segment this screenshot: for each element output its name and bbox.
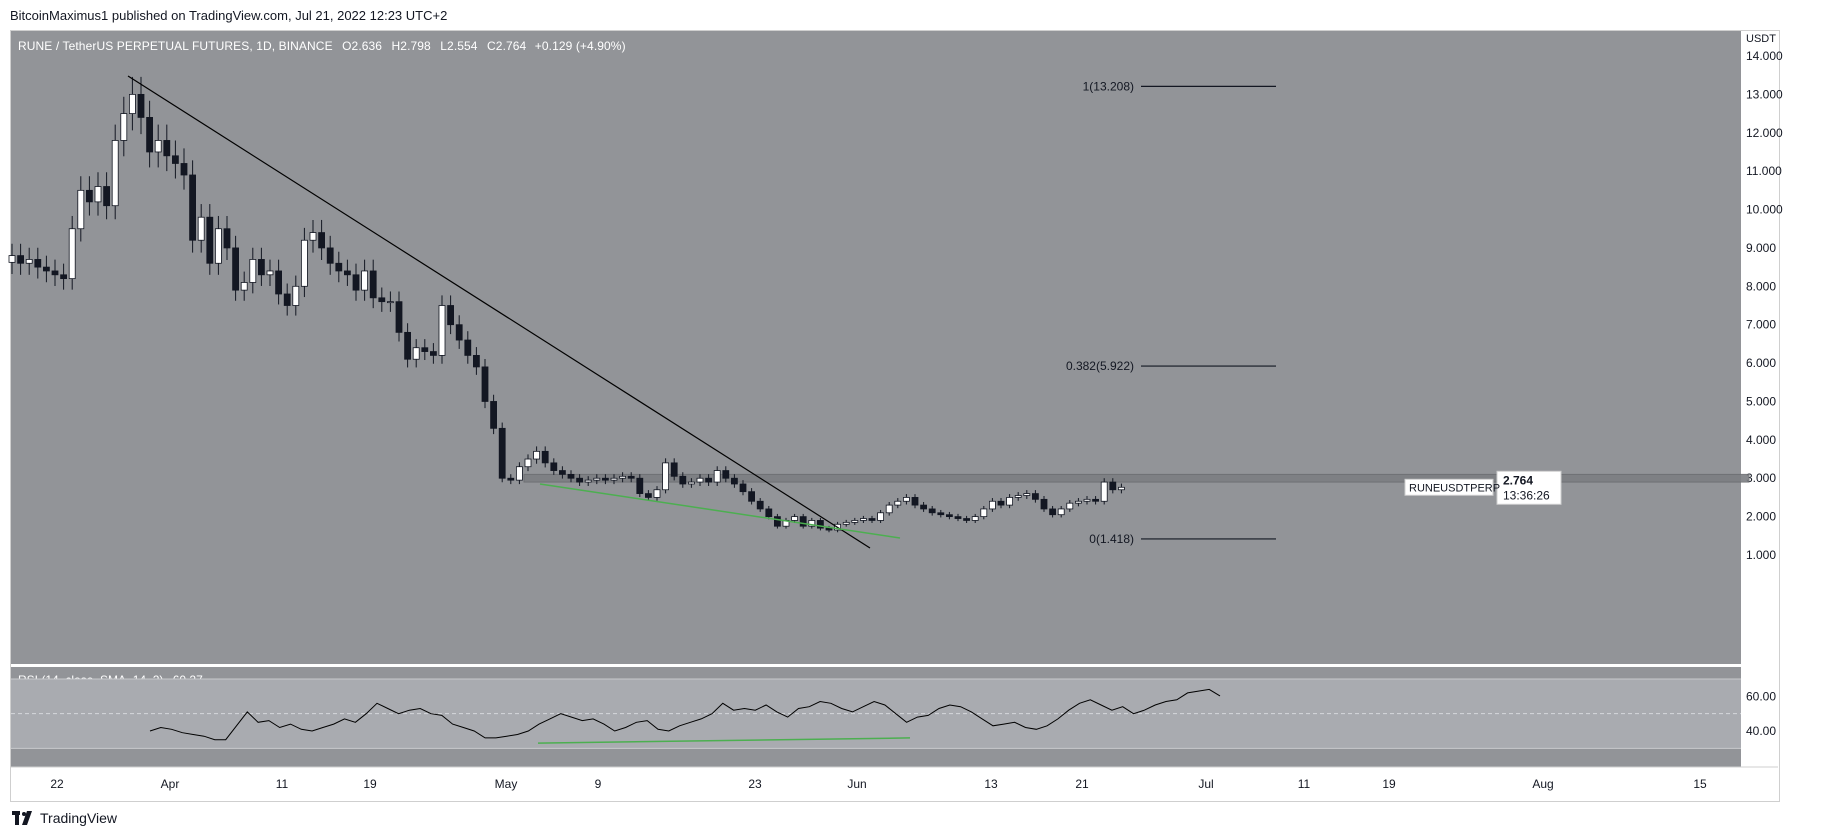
low-label: L (440, 39, 448, 53)
symbol-title[interactable]: RUNE / TetherUS PERPETUAL FUTURES, 1D, B… (18, 39, 333, 53)
tradingview-logo-icon (12, 811, 32, 825)
rsi-title[interactable]: RSI (14, close, SMA, 14, 2) 60.27 (18, 673, 203, 687)
chart-frame (10, 30, 1780, 802)
open-value: 2.636 (351, 39, 383, 53)
price-pane[interactable] (11, 31, 1741, 664)
change-value: +0.129 (+4.90%) (534, 39, 626, 53)
low-value: 2.554 (447, 39, 478, 53)
open-label: O (342, 39, 352, 53)
tradingview-brand: TradingView (40, 810, 118, 826)
rsi-label: RSI (14, close, SMA, 14, 2) (18, 673, 164, 687)
chart-header: RUNE / TetherUS PERPETUAL FUTURES, 1D, B… (18, 39, 626, 53)
close-value: 2.764 (495, 39, 527, 53)
rsi-pane[interactable] (11, 667, 1741, 767)
high-value: 2.798 (400, 39, 431, 53)
high-label: H (391, 39, 401, 53)
close-label: C (487, 39, 496, 53)
tradingview-footer[interactable]: TradingView (12, 810, 117, 826)
rsi-value: 60.27 (172, 673, 203, 687)
publish-line: BitcoinMaximus1 published on TradingView… (10, 8, 448, 23)
